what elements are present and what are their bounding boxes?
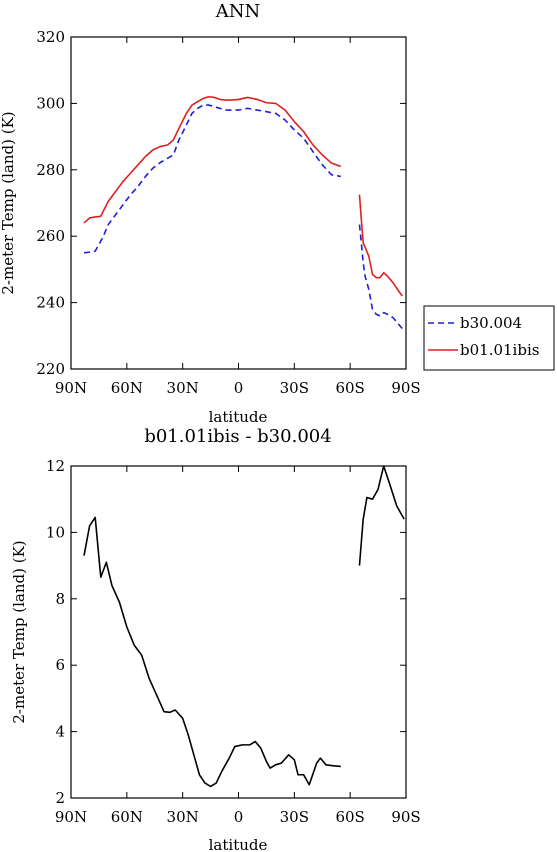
y-tick-label: 2 — [55, 789, 65, 807]
legend-label-b30-004: b30.004 — [460, 314, 522, 332]
x-tick-label: 90S — [391, 379, 420, 397]
y-tick-label: 260 — [36, 227, 65, 245]
plot-frame — [70, 36, 407, 370]
y-tick-label: 6 — [55, 656, 65, 674]
y-tick-label: 220 — [36, 360, 65, 378]
x-tick-label: 30S — [280, 379, 309, 397]
y-tick-label: 240 — [36, 294, 65, 312]
series-line-difference-seg-1 — [358, 465, 405, 566]
series-line-b01-01ibis-seg-0 — [83, 95, 342, 224]
y-tick-label: 4 — [55, 723, 65, 741]
y-tick-label: 12 — [46, 457, 65, 475]
plot-frame — [70, 465, 407, 799]
x-tick-label: 30N — [167, 379, 199, 397]
series-layer — [83, 95, 405, 332]
series-line-b30-004-seg-1 — [358, 224, 405, 332]
chart-title: b01.01ibis - b30.004 — [144, 426, 331, 447]
y-tick-label: 300 — [36, 94, 65, 112]
x-tick-label: 60N — [111, 808, 143, 826]
x-tick-label: 30N — [167, 808, 199, 826]
y-axis-label: 2-meter Temp (land) (K) — [0, 111, 17, 294]
x-tick-label: 60N — [111, 379, 143, 397]
series-layer — [83, 465, 405, 788]
panel-difference: b01.01ibis - b30.004 90N 60N 30N 0 30S 60S 90S… — [10, 426, 421, 852]
x-tick-label: 0 — [234, 379, 244, 397]
chart-title: ANN — [215, 1, 261, 22]
y-tick-label: 8 — [55, 590, 65, 608]
legend-frame — [423, 305, 555, 371]
series-line-b01-01ibis-seg-1 — [358, 194, 403, 297]
y-tick-label: 320 — [36, 28, 65, 46]
series-line-difference-seg-0 — [83, 516, 341, 788]
legend-label-b01-01ibis: b01.01ibis — [460, 341, 539, 359]
y-tick-label: 10 — [46, 523, 65, 541]
legend: b30.004 b01.01ibis — [423, 305, 555, 371]
x-tick-label: 0 — [234, 808, 244, 826]
x-tick-label: 90N — [55, 379, 87, 397]
x-tick-label: 30S — [280, 808, 309, 826]
x-tick-label: 90N — [55, 808, 87, 826]
panel-temperature: ANN 90N 60N 30N 0 30S 60S 90S 220 240 260 280 300 32… — [0, 1, 555, 426]
x-tick-label: 90S — [391, 808, 420, 826]
series-line-b30-004-seg-0 — [83, 104, 342, 254]
x-axis-label: latitude — [209, 408, 268, 426]
y-axis-label: 2-meter Temp (land) (K) — [10, 540, 28, 723]
x-axis-label: latitude — [209, 836, 268, 852]
tick-layer: 90N 60N 30N 0 30S 60S 90S 220 240 260 280 300 320 — [36, 28, 420, 397]
x-tick-label: 60S — [335, 808, 364, 826]
tick-layer: 90N 60N 30N 0 30S 60S 90S 2 4 6 8 10 12 — [46, 457, 421, 826]
x-tick-label: 60S — [335, 379, 364, 397]
y-tick-label: 280 — [36, 161, 65, 179]
